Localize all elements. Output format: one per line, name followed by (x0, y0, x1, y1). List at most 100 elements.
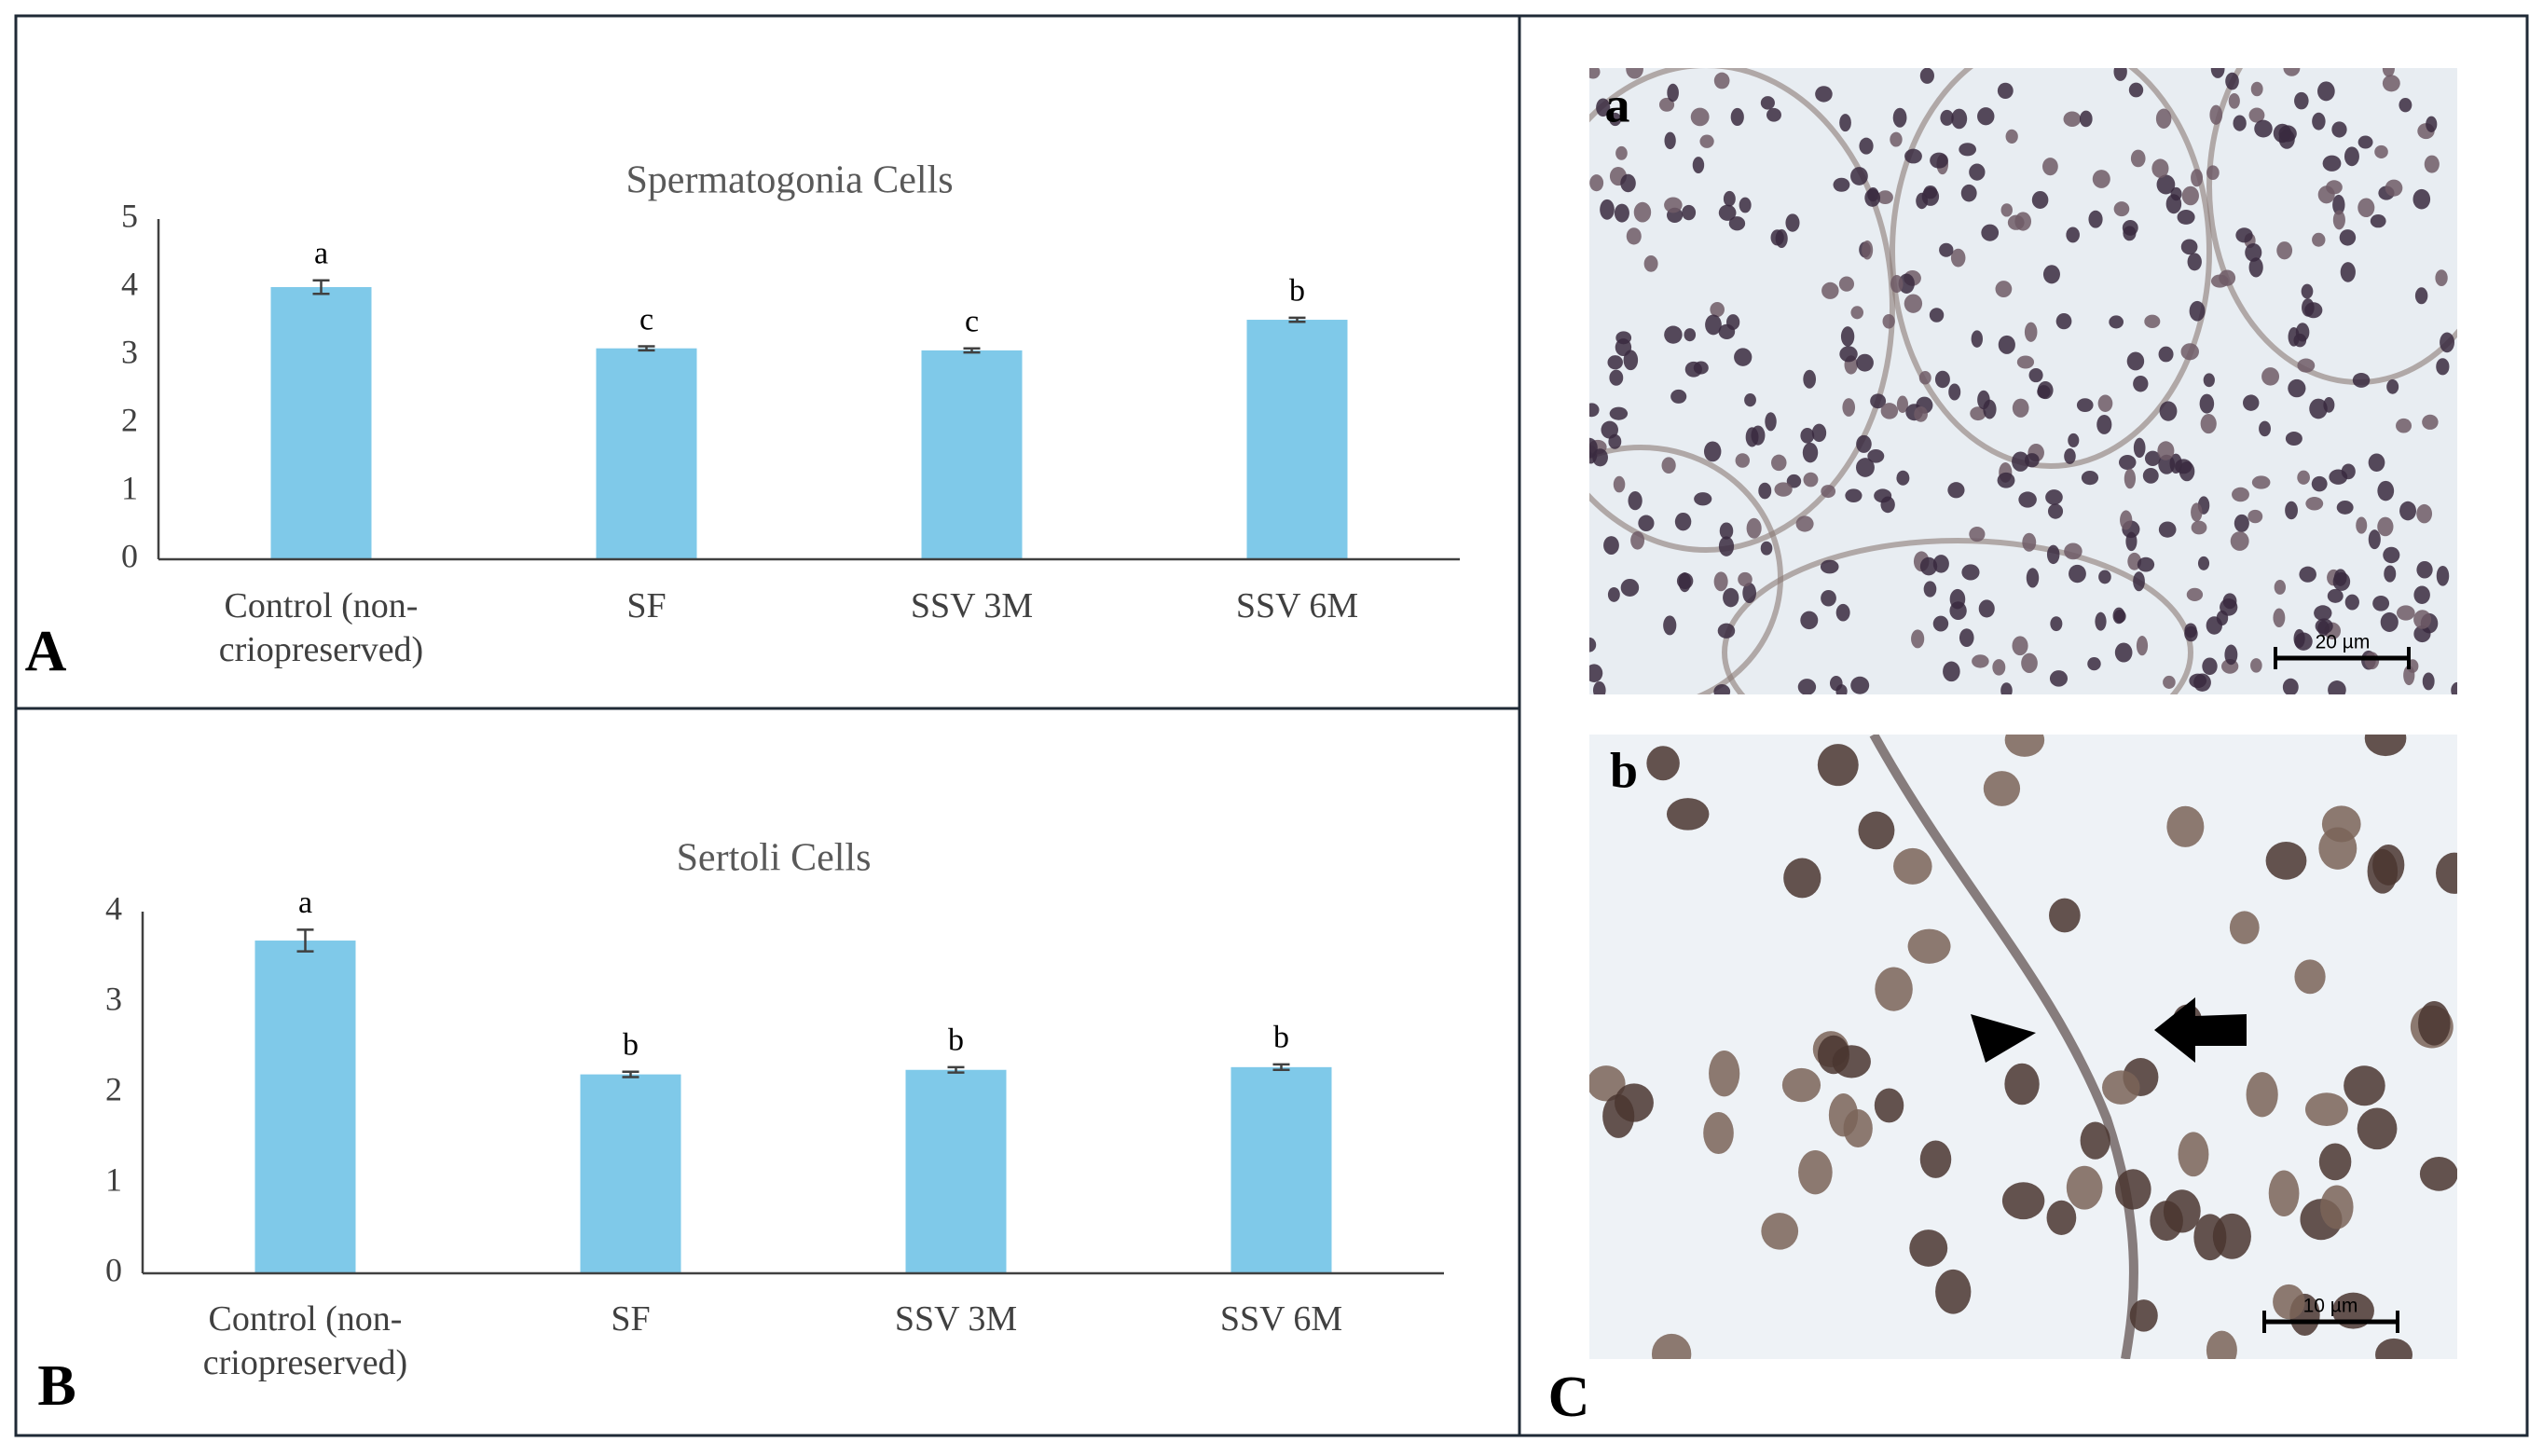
nucleus (2312, 232, 2326, 247)
nucleus (1874, 1088, 1904, 1123)
nucleus (2012, 636, 2028, 656)
y-tick-label: 0 (121, 537, 138, 574)
nucleus (2247, 509, 2263, 524)
nucleus (1919, 556, 1938, 576)
nucleus (2068, 433, 2080, 447)
nucleus (2200, 413, 2217, 434)
nucleus (2000, 203, 2013, 217)
nucleus (1589, 1065, 1626, 1102)
nucleus (1781, 1067, 1821, 1103)
significance-label: a (314, 236, 328, 270)
nucleus (2451, 681, 2457, 694)
nucleus (2285, 501, 2298, 520)
nucleus (2165, 194, 2182, 214)
nucleus (2005, 129, 2018, 144)
nucleus (1880, 403, 1899, 419)
nucleus (1977, 107, 1995, 126)
nucleus (2179, 460, 2195, 482)
nucleus (1858, 811, 1895, 850)
nucleus (1684, 328, 1697, 342)
nucleus (1855, 458, 1875, 477)
nucleus (2372, 595, 2390, 611)
nucleus (2199, 393, 2215, 414)
nucleus (2126, 351, 2145, 371)
nucleus (1919, 68, 1934, 84)
nucleus (1867, 448, 1885, 463)
nucleus (1909, 1229, 1948, 1267)
nucleus (2187, 253, 2202, 271)
nucleus (2261, 367, 2280, 386)
nucleus (1723, 190, 1736, 207)
nucleus (1998, 335, 2015, 354)
nucleus (2413, 625, 2431, 643)
nucleus (2322, 155, 2342, 172)
nucleus (2385, 179, 2403, 197)
x-tick-label: Control (non-criopreserved) (218, 586, 424, 669)
nucleus (2069, 564, 2086, 584)
nucleus (1959, 143, 1976, 157)
nucleus (1615, 331, 1632, 345)
nucleus (1735, 453, 1750, 468)
nucleus (2440, 332, 2455, 353)
nucleus (2022, 532, 2037, 552)
nucleus (1800, 611, 1819, 630)
nucleus (1969, 527, 1986, 543)
nucleus (1589, 664, 1603, 682)
nucleus (1997, 82, 2014, 100)
nucleus (2120, 510, 2133, 530)
scale-bar-label: 10 µm (2303, 1296, 2358, 1317)
nucleus (1981, 224, 2000, 241)
nucleus (2050, 616, 2063, 632)
nucleus (2436, 565, 2450, 586)
nucleus (2273, 1284, 2305, 1320)
nucleus (2357, 198, 2375, 218)
nucleus (2422, 414, 2439, 430)
nucleus (1803, 369, 1817, 389)
nucleus (1719, 522, 1734, 540)
nucleus (2046, 544, 2060, 565)
nucleus (2064, 543, 2083, 560)
nucleus (2206, 1330, 2237, 1359)
nucleus (1904, 294, 1923, 313)
nucleus (1664, 131, 1676, 150)
error-bar (947, 1065, 965, 1074)
nucleus (2297, 470, 2310, 485)
error-bar (622, 1070, 639, 1078)
nucleus (2297, 358, 2316, 373)
nucleus (2115, 1169, 2151, 1210)
nucleus (2046, 1200, 2077, 1235)
nucleus (1969, 163, 1986, 181)
nucleus (2368, 529, 2381, 550)
nucleus (2113, 609, 2126, 624)
nucleus (2285, 432, 2302, 446)
nucleus (2399, 501, 2416, 521)
nucleus (1850, 676, 1870, 694)
nucleus (2318, 827, 2357, 870)
nucleus (1694, 492, 1712, 506)
tubule-wall (1589, 68, 1895, 553)
nucleus (1609, 369, 1624, 386)
nucleus (2066, 227, 2080, 243)
nucleus (1734, 348, 1753, 366)
nucleus (2159, 401, 2178, 421)
nucleus (2259, 420, 2271, 437)
nucleus (2413, 585, 2430, 604)
nucleus (2248, 257, 2263, 278)
y-tick-label: 2 (121, 401, 138, 438)
nucleus (2124, 468, 2137, 489)
nucleus (1977, 390, 1990, 410)
nucleus (1710, 301, 1725, 318)
nucleus (2018, 491, 2037, 508)
nucleus (1592, 680, 1606, 694)
nucleus (2317, 81, 2335, 102)
bar (1230, 1066, 1332, 1273)
nucleus (1880, 496, 1895, 514)
nucleus (1800, 428, 1815, 444)
nucleus (1842, 398, 1856, 417)
nucleus (2098, 570, 2111, 584)
nucleus (2416, 560, 2433, 579)
nucleus (2024, 453, 2040, 468)
nucleus (2210, 68, 2225, 78)
nucleus (2304, 1092, 2348, 1127)
